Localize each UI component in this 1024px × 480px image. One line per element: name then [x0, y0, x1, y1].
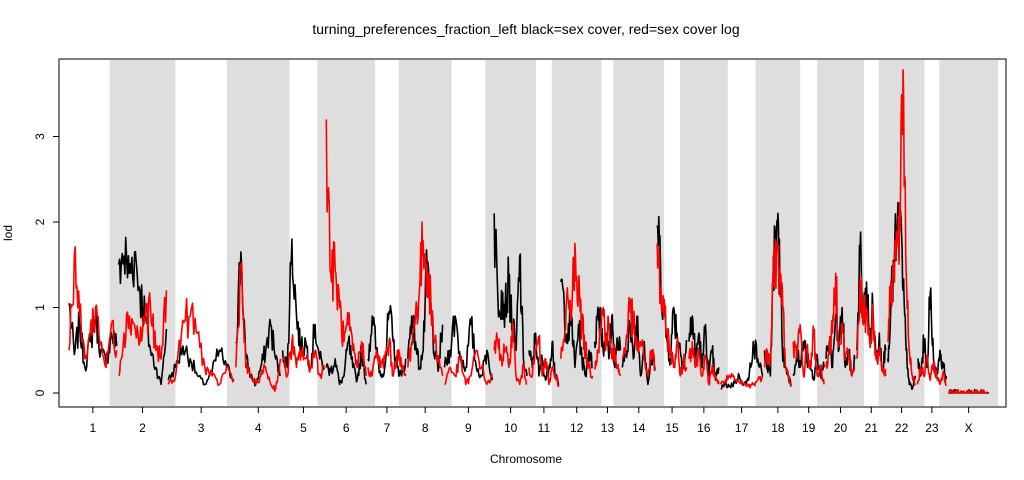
x-tick-label: 15 — [665, 421, 679, 435]
red-series-line — [528, 334, 560, 388]
series-layer — [68, 69, 990, 394]
red-series-line — [493, 321, 528, 386]
y-tick-label: 1 — [33, 304, 47, 311]
red-series-line — [916, 353, 947, 386]
y-tick-label: 0 — [33, 389, 47, 396]
red-series-line — [167, 297, 235, 387]
chromosome-band — [939, 60, 998, 406]
x-tick-label: 20 — [834, 421, 848, 435]
chromosome-band — [817, 60, 864, 406]
x-tick-label: 23 — [925, 421, 939, 435]
x-tick-label: 17 — [735, 421, 749, 435]
red-series-line — [656, 243, 688, 377]
x-tick-label: 18 — [771, 421, 785, 435]
x-tick-label: 13 — [601, 421, 615, 435]
black-series-line — [688, 315, 720, 381]
black-series-line — [917, 287, 948, 381]
x-tick-label: 7 — [384, 421, 391, 435]
chromosome-band — [109, 60, 176, 406]
x-axis: 1 2 3 4 5 6 7 8 9 10 11 12 13 14 15 16 17 18 19 20 21 22 23 X — [68, 406, 990, 435]
x-tick-label: 21 — [865, 421, 879, 435]
y-tick-label: 3 — [33, 133, 47, 140]
red-series-line — [117, 290, 168, 377]
x-tick-label: X — [965, 421, 973, 435]
red-series-line — [282, 334, 326, 380]
chromosome-band — [317, 60, 376, 406]
red-series-line — [407, 221, 444, 377]
x-tick-label: 4 — [255, 421, 262, 435]
y-axis: 0 1 2 3 — [33, 133, 60, 396]
x-tick-label: 3 — [198, 421, 205, 435]
red-series-line — [886, 69, 917, 386]
red-series-line — [763, 238, 792, 386]
red-series-line — [621, 296, 656, 377]
red-series-line — [444, 349, 493, 386]
red-series-line — [720, 372, 764, 389]
x-tick-label: 22 — [895, 421, 909, 435]
black-series-line — [167, 345, 235, 386]
black-series-line — [325, 335, 367, 386]
black-series-line — [763, 212, 793, 387]
y-axis-label: lod — [1, 225, 15, 241]
red-series-line — [367, 337, 407, 378]
x-tick-label: 9 — [465, 421, 472, 435]
x-tick-label: 16 — [697, 421, 711, 435]
x-tick-label: 19 — [802, 421, 816, 435]
x-tick-label: 5 — [300, 421, 307, 435]
black-series-line — [367, 304, 407, 379]
x-tick-label: 14 — [632, 421, 646, 435]
x-tick-label: 6 — [343, 421, 350, 435]
chromosome-band — [551, 60, 602, 406]
black-series-line — [117, 236, 168, 386]
x-tick-label: 10 — [504, 421, 518, 435]
x-tick-label: 11 — [538, 421, 551, 435]
red-series-line — [688, 340, 720, 386]
red-series-line — [325, 119, 367, 376]
red-series-line — [68, 246, 118, 369]
black-series-line — [493, 213, 528, 376]
red-series-line — [235, 261, 282, 392]
x-tick-label: 1 — [89, 421, 96, 435]
red-series-line — [560, 242, 594, 379]
red-series-line — [593, 306, 622, 377]
red-series-line — [856, 275, 887, 377]
chromosome-band — [398, 60, 452, 406]
black-series-line — [443, 315, 493, 381]
red-series-line — [825, 272, 856, 377]
y-tick-label: 2 — [33, 218, 47, 225]
x-tick-label: 2 — [139, 421, 146, 435]
red-series-line — [948, 388, 990, 394]
x-axis-label: Chromosome — [490, 452, 562, 466]
x-tick-label: 12 — [570, 421, 584, 435]
x-tick-label: 8 — [422, 421, 429, 435]
chart-title: turning_preferences_fraction_left black=… — [312, 21, 739, 37]
red-series-line — [792, 323, 825, 385]
